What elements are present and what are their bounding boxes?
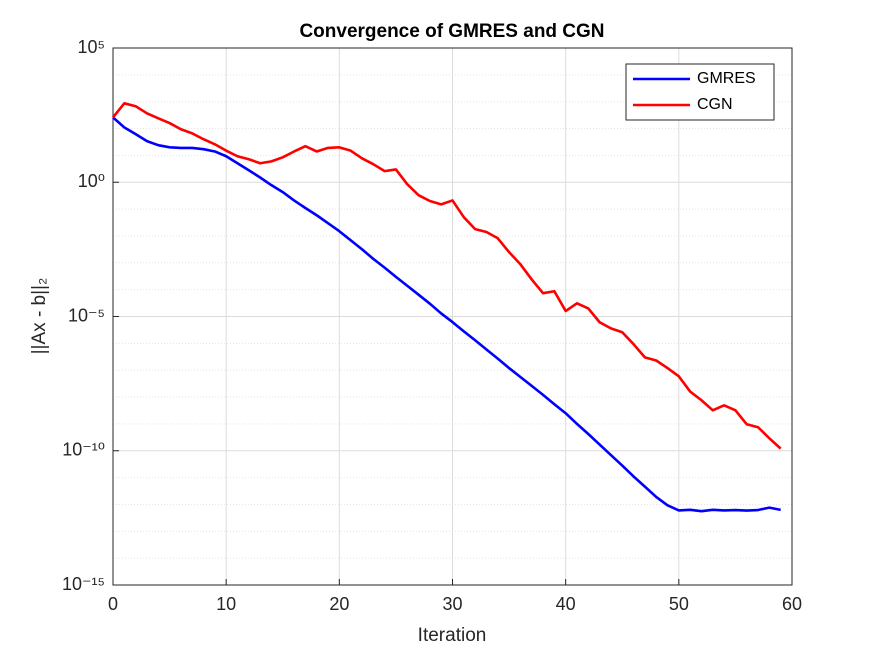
x-tick-label: 60: [782, 594, 802, 614]
x-tick-label: 30: [442, 594, 462, 614]
y-tick-label: 10⁻⁵: [68, 305, 105, 325]
y-tick-label: 10⁵: [78, 37, 105, 57]
legend-label: GMRES: [697, 70, 756, 87]
x-axis-label: Iteration: [418, 625, 487, 646]
x-tick-label: 50: [669, 594, 689, 614]
y-tick-label: 10⁻¹⁰: [62, 440, 105, 460]
y-tick-label: 10⁻¹⁵: [62, 574, 105, 594]
x-tick-label: 0: [108, 594, 118, 614]
axes-box: [112, 47, 793, 586]
y-axis-label: ||Ax - b||₂: [29, 278, 50, 355]
y-tick-label: 10⁰: [78, 171, 105, 191]
x-tick-label: 20: [329, 594, 349, 614]
series-line: [112, 116, 781, 513]
series-line: [111, 102, 782, 450]
x-tick-label: 40: [556, 594, 576, 614]
legend-label: CGN: [697, 96, 733, 113]
chart-title: Convergence of GMRES and CGN: [299, 21, 604, 42]
legend-box: [625, 63, 775, 121]
x-tick-label: 10: [216, 594, 236, 614]
